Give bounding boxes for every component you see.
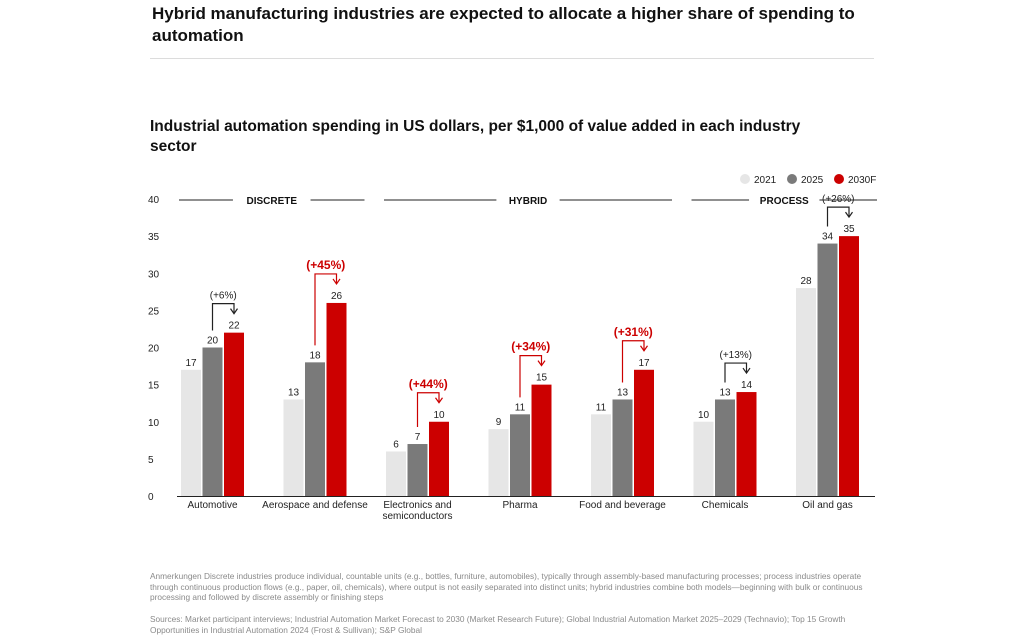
bar-value-label: 15	[536, 373, 548, 384]
headline-divider	[150, 58, 874, 59]
growth-bracket	[416, 392, 440, 428]
bar-value-label: 18	[309, 350, 321, 361]
growth-arrowhead	[537, 360, 546, 367]
growth-arrowhead	[742, 367, 751, 375]
bar-value-label: 20	[207, 336, 219, 347]
bar-2025	[612, 399, 633, 496]
chart-sources: Sources: Market participant interviews; …	[150, 614, 846, 635]
category-label: Chemicals	[702, 500, 749, 511]
chart-title: Industrial automation spending in US dol…	[150, 118, 801, 155]
bar-value-label: 11	[596, 402, 607, 413]
y-tick-label: 35	[148, 232, 160, 243]
y-tick-label: 5	[148, 455, 154, 466]
growth-arrowhead	[230, 308, 238, 315]
legend-swatch-2030F	[834, 174, 844, 184]
bar-2025	[715, 399, 735, 496]
bar-value-label: 17	[638, 358, 650, 369]
group-label: HYBRID	[509, 196, 547, 207]
growth-label: (+26%)	[822, 194, 855, 205]
bar-2030F	[326, 302, 347, 496]
group-label: DISCRETE	[246, 196, 297, 207]
bar-2021	[796, 288, 816, 496]
growth-bracket	[519, 355, 543, 398]
bar-2030F	[839, 236, 859, 496]
y-tick-label: 25	[148, 306, 160, 317]
bar-value-label: 13	[719, 387, 731, 398]
group-label: PROCESS	[760, 196, 809, 207]
bar-value-label: 10	[698, 410, 710, 421]
bar-value-label: 11	[515, 402, 526, 413]
bar-value-label: 26	[331, 291, 343, 302]
growth-label: (+34%)	[511, 340, 550, 354]
bar-2025	[510, 414, 530, 496]
bar-value-label: 6	[393, 439, 399, 450]
bar-2021	[283, 399, 304, 496]
y-tick-label: 0	[148, 492, 154, 503]
bar-2025	[407, 444, 428, 496]
bar-value-label: 13	[288, 387, 300, 398]
growth-bracket	[314, 273, 338, 346]
category-label: semiconductors	[382, 511, 452, 522]
category-label: Food and beverage	[579, 500, 666, 511]
bar-value-label: 9	[496, 417, 502, 428]
category-label: Pharma	[502, 500, 537, 511]
growth-label: (+31%)	[614, 325, 653, 339]
bar-value-label: 10	[433, 410, 445, 421]
legend-swatch-2025	[787, 174, 797, 184]
growth-label: (+44%)	[409, 377, 448, 391]
growth-bracket	[826, 206, 850, 227]
legend-label: 2030F	[848, 175, 876, 186]
growth-label: (+13%)	[719, 350, 752, 361]
bar-2025	[202, 347, 223, 496]
bar-2030F	[531, 384, 552, 496]
bar-2030F	[429, 421, 449, 496]
bar-value-label: 13	[617, 387, 629, 398]
y-tick-label: 15	[148, 381, 160, 392]
legend-label: 2021	[754, 175, 777, 186]
headline: Hybrid manufacturing industries are expe…	[152, 4, 855, 45]
bar-2030F	[634, 369, 654, 496]
growth-bracket	[724, 362, 748, 383]
bar-2030F	[224, 332, 244, 496]
bar-2021	[386, 451, 406, 496]
chart-notes: Anmerkungen Discrete industries produce …	[150, 571, 863, 602]
bar-2021	[693, 421, 714, 496]
bar-value-label: 7	[415, 432, 421, 443]
bar-2025	[305, 362, 325, 496]
legend-swatch-2021	[740, 174, 750, 184]
y-tick-label: 40	[148, 195, 160, 206]
growth-label: (+6%)	[210, 291, 237, 302]
category-label: Electronics and	[383, 500, 451, 511]
bar-value-label: 34	[822, 232, 834, 243]
bar-2021	[591, 414, 611, 496]
y-tick-label: 20	[148, 344, 160, 355]
category-label: Oil and gas	[802, 500, 853, 511]
growth-label: (+45%)	[306, 258, 345, 272]
growth-arrowhead	[640, 345, 648, 352]
y-tick-label: 10	[148, 418, 160, 429]
bar-value-label: 17	[185, 358, 197, 369]
bar-2025	[817, 243, 838, 496]
y-tick-label: 30	[148, 269, 160, 280]
bar-value-label: 14	[741, 380, 753, 391]
bar-2021	[488, 429, 509, 496]
bar-value-label: 28	[800, 276, 812, 287]
category-label: Automotive	[187, 500, 237, 511]
growth-arrowhead	[845, 211, 853, 219]
growth-arrowhead	[332, 278, 341, 285]
category-label: Aerospace and defense	[262, 500, 368, 511]
bar-value-label: 22	[228, 321, 240, 332]
growth-bracket	[211, 303, 235, 331]
legend-label: 2025	[801, 175, 824, 186]
bar-2030F	[736, 392, 757, 496]
bar-2021	[181, 369, 201, 496]
growth-arrowhead	[435, 397, 443, 404]
bar-value-label: 35	[843, 224, 855, 235]
growth-bracket	[621, 340, 645, 383]
